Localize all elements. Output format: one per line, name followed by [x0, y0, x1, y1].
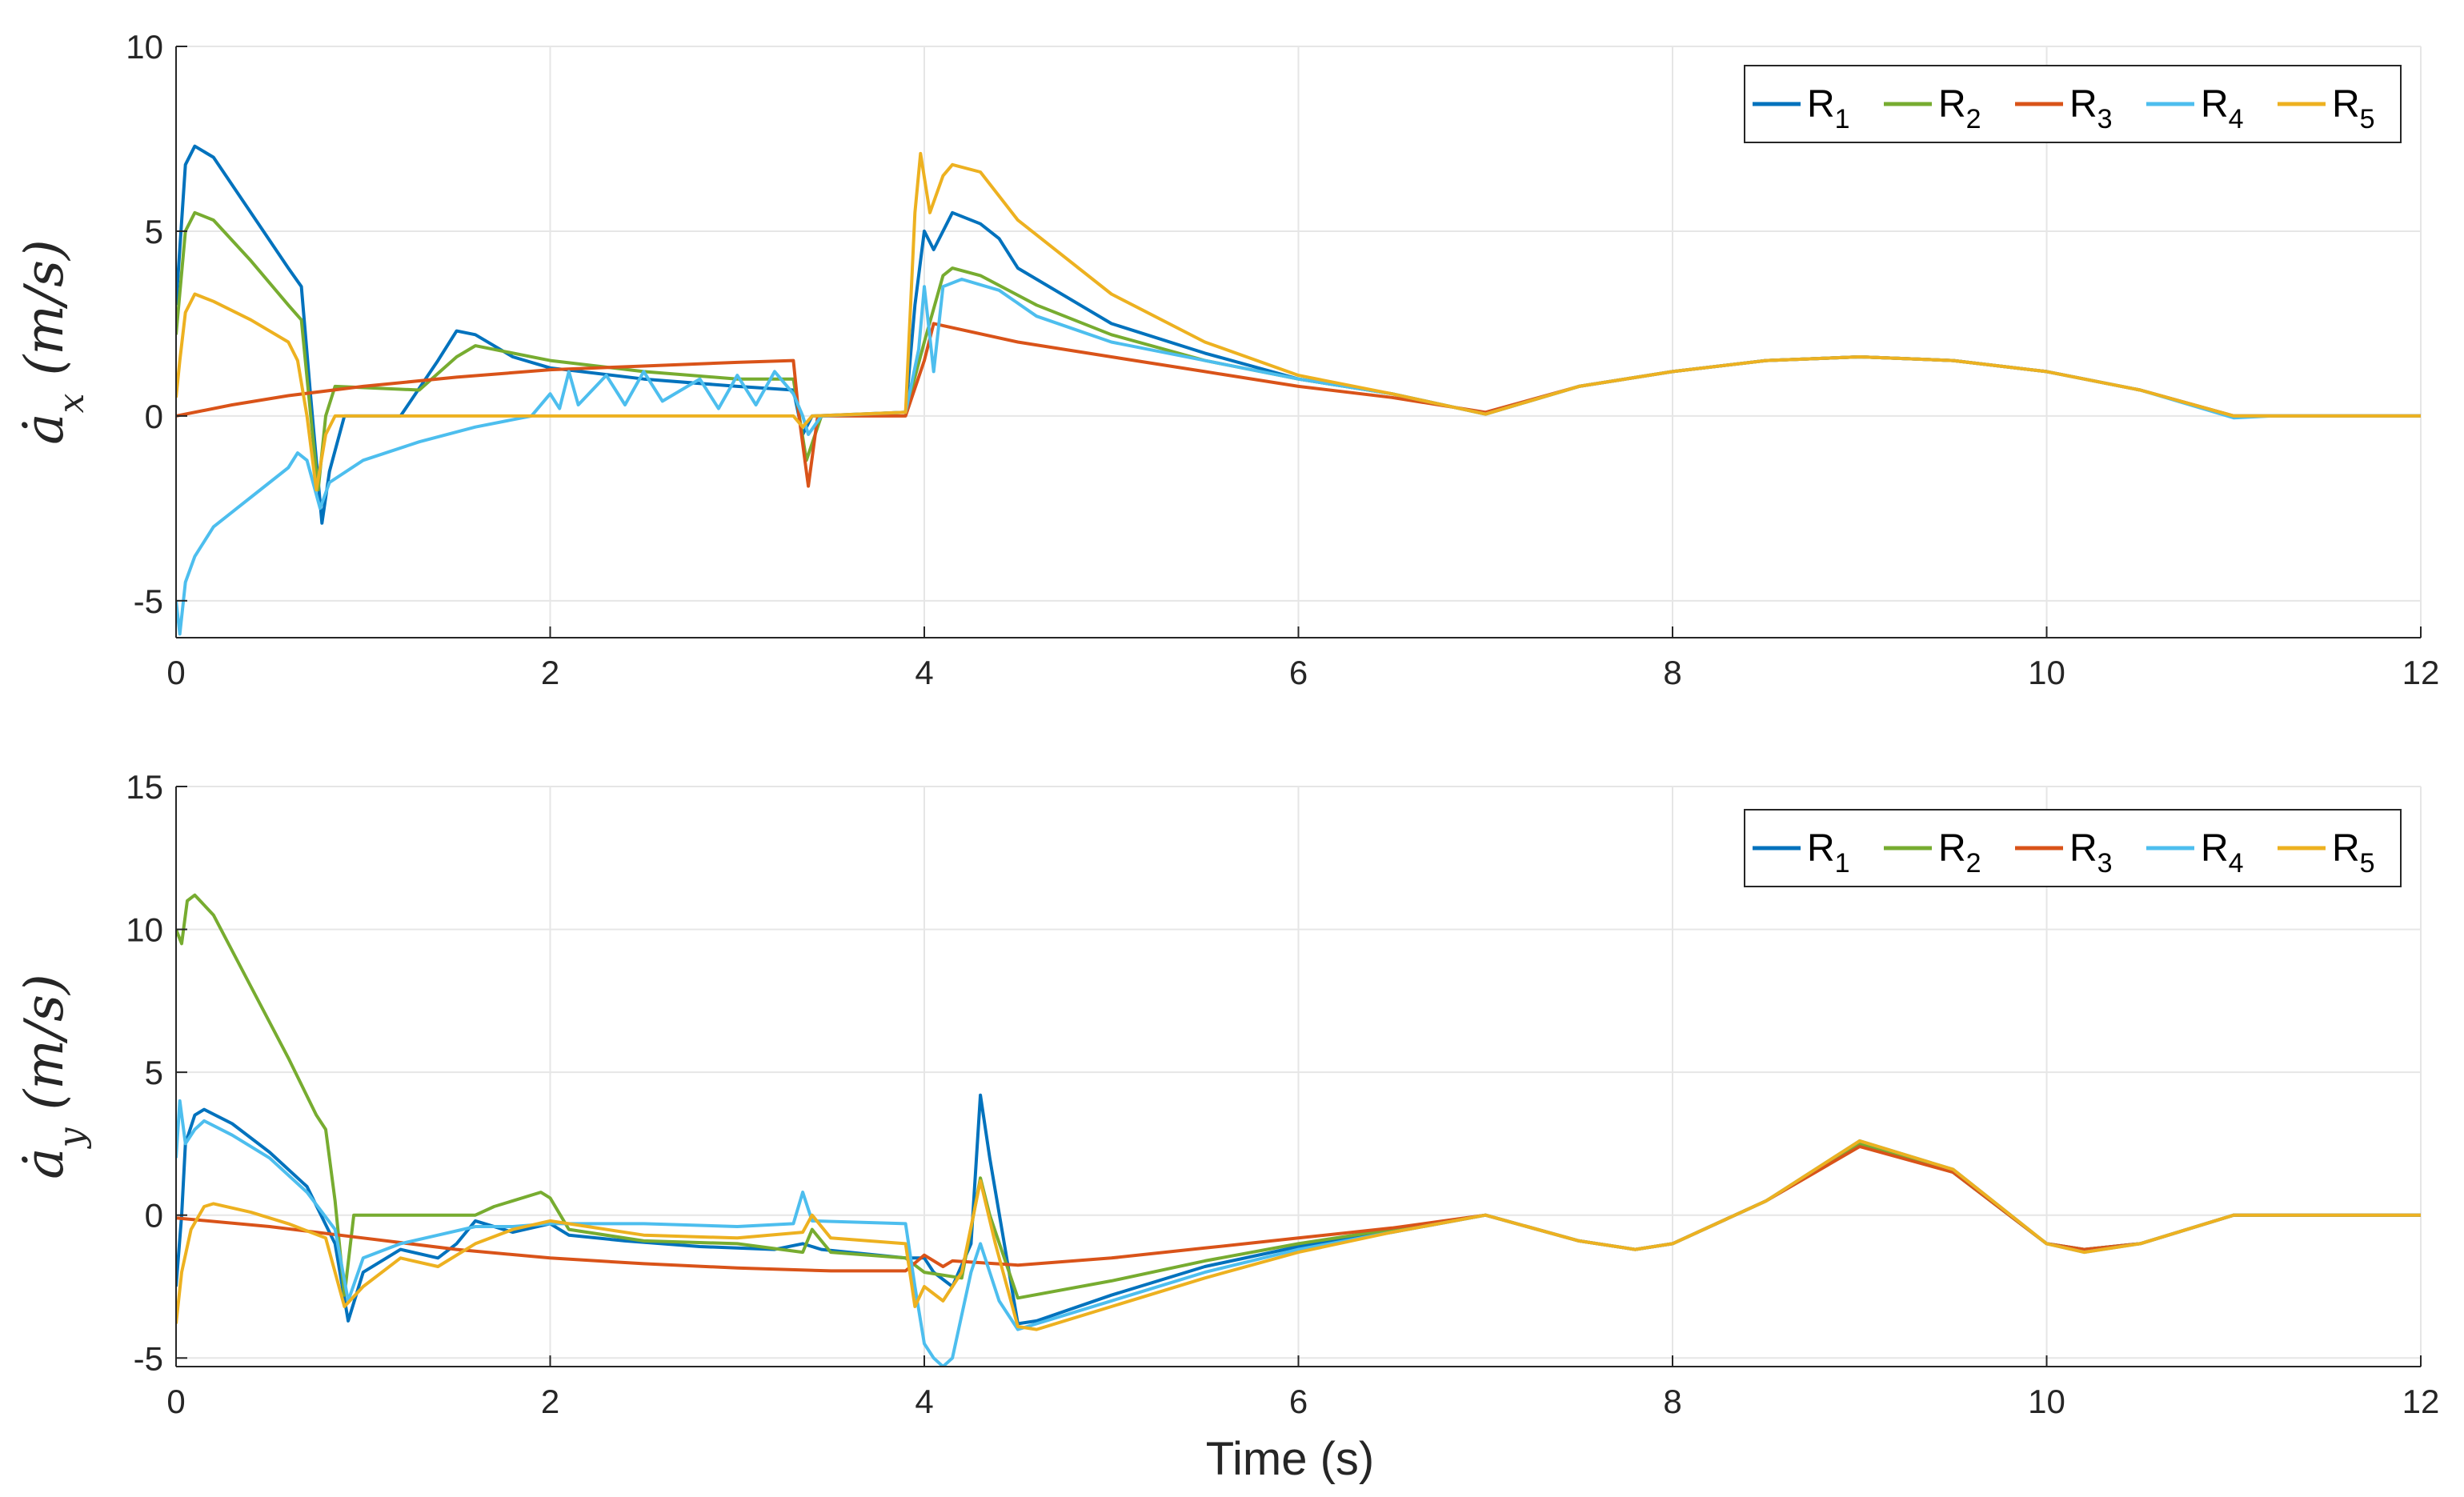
legend-label-r2: R2	[1938, 827, 1981, 879]
y-tick-label: -5	[134, 582, 163, 620]
legend-label-r5: R5	[2332, 827, 2375, 879]
legend-label-main: R	[1938, 83, 1966, 126]
legend-label-sub: 2	[1966, 848, 1981, 879]
y-axis-label-sub: x	[51, 393, 92, 413]
x-tick-label: 4	[915, 654, 933, 691]
legend-label-r4: R4	[2201, 827, 2244, 879]
x-tick-label: 6	[1289, 1383, 1308, 1420]
series-group	[176, 893, 2421, 1367]
x-tick-label: 0	[166, 1383, 185, 1420]
legend-label-sub: 1	[1835, 848, 1850, 879]
x-tick-label: 10	[2028, 1383, 2065, 1420]
legend-label-r3: R3	[2069, 83, 2113, 134]
legend-label-sub: 5	[2360, 848, 2375, 879]
legend-label-sub: 1	[1835, 104, 1850, 134]
legend-label-main: R	[2332, 827, 2360, 870]
legend-label-r3: R3	[2069, 827, 2113, 879]
legend-label-main: R	[2069, 83, 2097, 126]
legend-label-sub: 4	[2229, 104, 2244, 134]
x-tick-label: 10	[2028, 654, 2065, 691]
legend: R1 R2 R3 R4 R5	[1744, 809, 2402, 887]
x-tick-label: 8	[1663, 1383, 1681, 1420]
y-axis-label: ȧy (m/s)	[14, 974, 92, 1179]
y-axis-label-var: ȧ	[14, 413, 75, 444]
legend-label-main: R	[1807, 827, 1835, 870]
legend-label-sub: 4	[2229, 848, 2244, 879]
legend-label-main: R	[2201, 83, 2229, 126]
x-tick-label: 2	[541, 1383, 559, 1420]
legend-label-sub: 5	[2360, 104, 2375, 134]
y-tick-label: 15	[126, 768, 163, 806]
y-axis-label: ȧx (m/s)	[14, 239, 92, 444]
legend-label-main: R	[2069, 827, 2097, 870]
legend: R1 R2 R3 R4 R5	[1744, 65, 2402, 143]
legend-label-sub: 3	[2097, 848, 2113, 879]
y-tick-label: -5	[134, 1339, 163, 1377]
series-line-r5	[176, 151, 2421, 492]
y-axis-label-sub: y	[51, 1127, 92, 1149]
legend-label-main: R	[1938, 827, 1966, 870]
legend-label-sub: 3	[2097, 104, 2113, 134]
y-tick-label: 0	[145, 1197, 163, 1235]
legend-label-main: R	[2332, 83, 2360, 126]
legend-label-r1: R1	[1807, 83, 1850, 134]
legend-label-r2: R2	[1938, 83, 1981, 134]
y-axis-label-unit: (m/s)	[14, 239, 75, 375]
x-tick-label: 12	[2402, 1383, 2440, 1420]
x-tick-label: 6	[1289, 654, 1308, 691]
x-axis-label: Time (s)	[1206, 1433, 1374, 1485]
x-tick-label: 12	[2402, 654, 2440, 691]
y-tick-label: 10	[126, 911, 163, 949]
y-tick-label: 5	[145, 1054, 163, 1091]
legend-label-r5: R5	[2332, 83, 2375, 134]
y-tick-label: 0	[145, 398, 163, 435]
series-line-r5	[176, 1139, 2421, 1331]
series-group	[176, 144, 2421, 636]
x-tick-label: 0	[166, 654, 185, 691]
legend-label-sub: 2	[1966, 104, 1981, 134]
legend-label-main: R	[1807, 83, 1835, 126]
y-axis-label-var: ȧ	[14, 1147, 75, 1179]
x-tick-label: 2	[541, 654, 559, 691]
x-tick-label: 4	[915, 1383, 933, 1420]
y-tick-label: 10	[126, 28, 163, 66]
legend-label-r4: R4	[2201, 83, 2244, 134]
x-tick-label: 8	[1663, 654, 1681, 691]
y-axis-label-unit: (m/s)	[14, 974, 75, 1110]
y-tick-label: 5	[145, 213, 163, 250]
legend-label-r1: R1	[1807, 827, 1850, 879]
legend-label-main: R	[2201, 827, 2229, 870]
